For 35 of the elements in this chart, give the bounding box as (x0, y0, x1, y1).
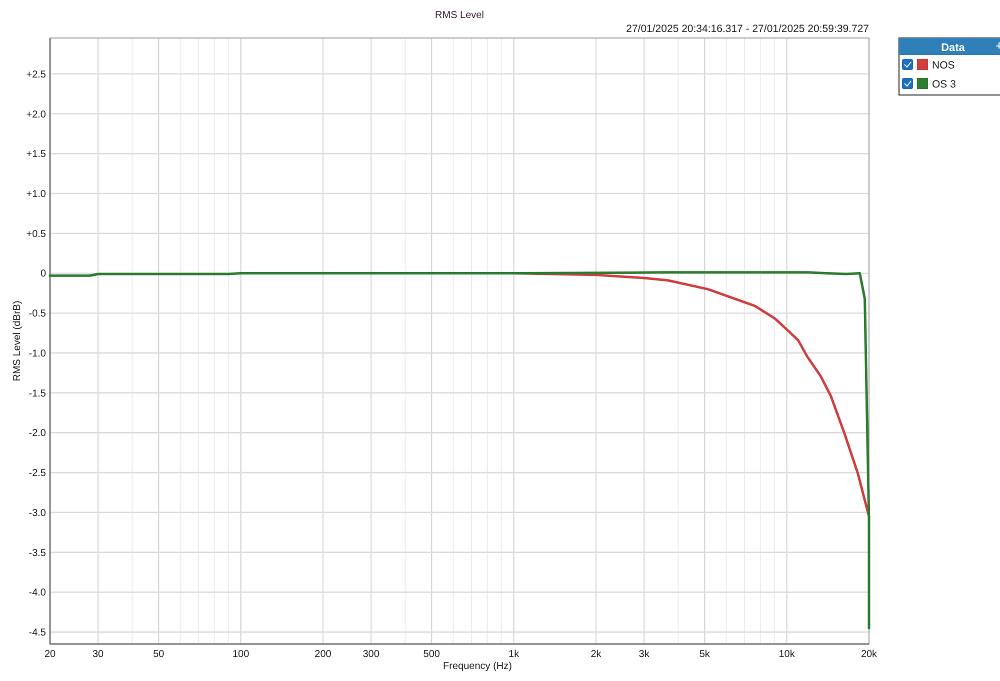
legend-label: OS 3 (932, 78, 956, 90)
x-tick-label: 50 (153, 649, 165, 660)
x-tick-label: 5k (699, 649, 711, 660)
legend-label: NOS (932, 60, 955, 72)
y-tick-label: 0 (40, 268, 46, 280)
y-tick-label: +2.0 (26, 109, 46, 120)
legend-title: Data (941, 42, 966, 54)
y-axis-title: RMS Level (dBrB) (12, 300, 23, 382)
y-tick-label: -1.0 (28, 348, 46, 360)
y-tick-label: -2.5 (28, 468, 46, 480)
y-tick-label: -2.0 (28, 428, 46, 440)
x-tick-label: 500 (423, 649, 440, 660)
y-tick-label: +0.5 (26, 228, 46, 240)
y-tick-label: -0.5 (28, 308, 46, 320)
x-axis-title: Frequency (Hz) (443, 661, 512, 672)
y-tick-label: -4.0 (28, 588, 46, 599)
y-tick-label: +1.5 (26, 149, 46, 160)
x-tick-label: 10k (778, 649, 796, 660)
x-tick-label: 30 (92, 649, 104, 660)
chart-subtitle: 27/01/2025 20:34:16.317 - 27/01/2025 20:59:39.727 (626, 23, 870, 35)
y-tick-label: -1.5 (28, 388, 46, 400)
x-tick-label: 2k (590, 649, 602, 660)
y-tick-label: -3.0 (28, 508, 46, 519)
x-tick-label: 200 (314, 649, 332, 660)
chart-title: RMS Level (435, 10, 484, 21)
y-tick-label: +2.5 (26, 69, 46, 80)
x-tick-label: 20k (860, 649, 878, 660)
x-tick-label: 300 (362, 649, 380, 660)
y-tick-label: +1.0 (26, 188, 46, 200)
x-tick-label: 1k (508, 649, 520, 660)
x-tick-label: 3k (638, 649, 650, 660)
x-tick-label: 20 (44, 649, 56, 660)
y-tick-label: -4.5 (28, 628, 46, 639)
y-tick-label: -3.5 (28, 548, 46, 559)
x-tick-label: 100 (232, 649, 250, 660)
